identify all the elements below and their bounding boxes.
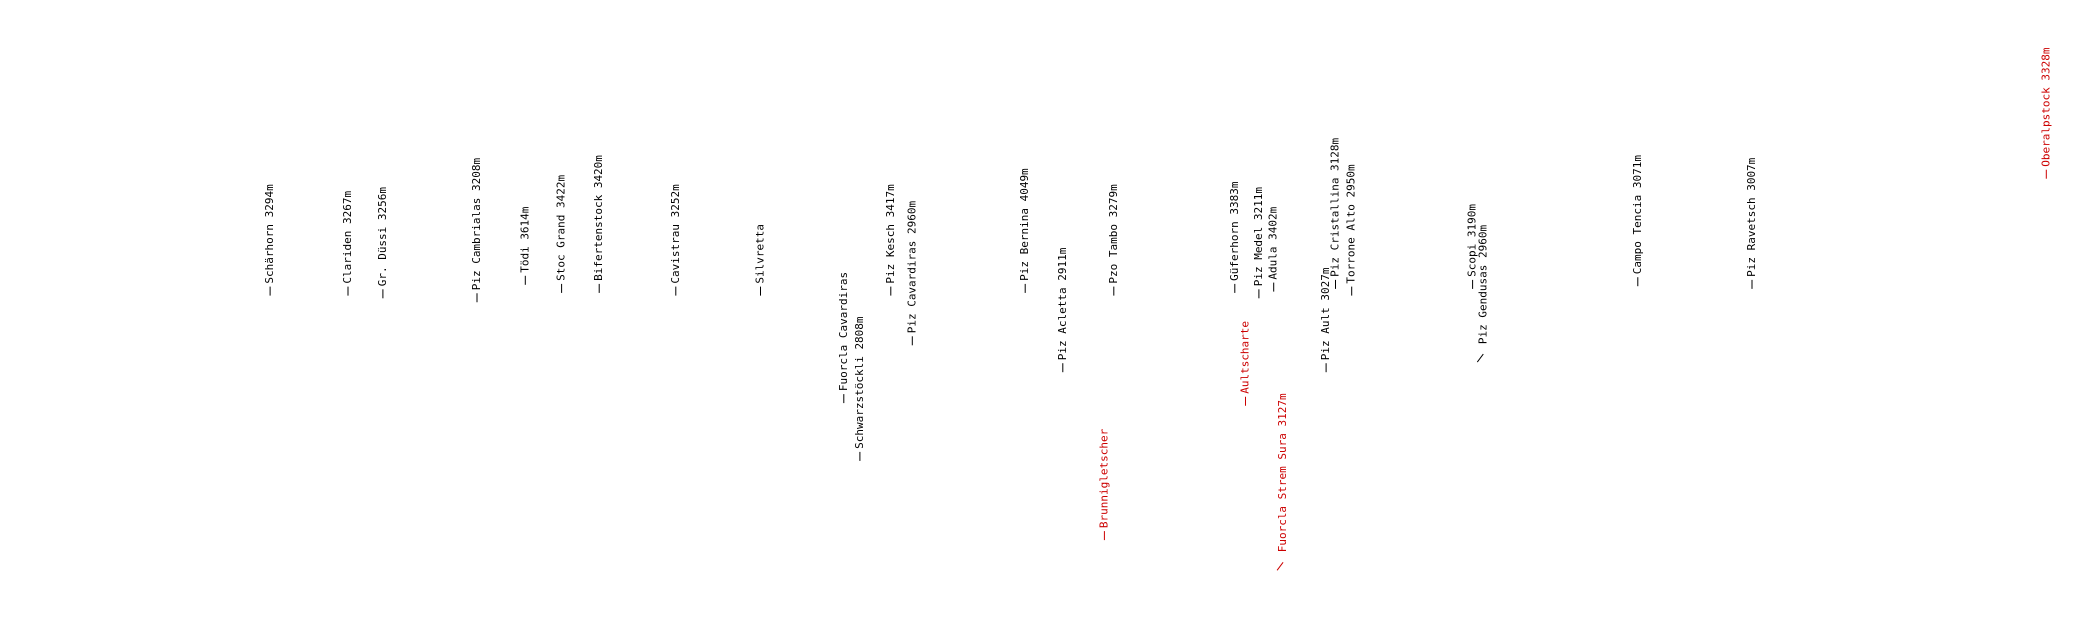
tick (1276, 561, 1284, 571)
label-text: Adula 3402m (1267, 206, 1280, 279)
label-text: Campo Tencia 3071m (1631, 155, 1644, 275)
label: Cavistrau 3252m (669, 184, 682, 296)
label: Piz Ault 3027m (1319, 267, 1332, 373)
label-text: Piz Medel 3211m (1252, 187, 1265, 287)
label-text: Scopi 3190m (1466, 204, 1479, 277)
label-text: Piz Cambrialas 3208m (470, 157, 483, 290)
label: Piz Ravetsch 3007m (1745, 157, 1758, 289)
label: Torrone Alto 2950m (1345, 164, 1358, 296)
label-text: Piz Kesch 3417m (884, 184, 897, 284)
label-text: Aultscharte (1239, 321, 1252, 394)
label-text: Piz Bernina 4049m (1018, 168, 1031, 281)
label-text: Piz Gendusas 2960m (1476, 225, 1489, 345)
label: Campo Tencia 3071m (1631, 155, 1644, 287)
label: Adula 3402m (1267, 206, 1280, 292)
label-text: Schwarzstöckli 2808m (853, 316, 866, 449)
label: Pzo Tambo 3279m (1107, 184, 1120, 296)
label-text: Piz Acletta 2911m (1056, 247, 1069, 360)
label: Brunnigletscher (1097, 428, 1110, 541)
label: Piz Acletta 2911m (1056, 247, 1069, 373)
label-text: Bifertenstock 3420m (592, 155, 605, 281)
label: Piz Cavardiras 2960m (905, 200, 918, 346)
label: Piz Medel 3211m (1252, 187, 1265, 299)
label: Schwarzstöckli 2808m (853, 316, 866, 461)
label-text: Clariden 3267m (341, 191, 354, 284)
label: Fuorcla Strem Sura 3127m (1276, 393, 1289, 571)
label-text: Piz Cavardiras 2960m (905, 200, 918, 333)
label: Schärhorn 3294m (263, 184, 276, 296)
label-text: Fuorcla Cavardiras (837, 272, 850, 391)
label-text: Silvretta (754, 224, 767, 284)
label: Bifertenstock 3420m (592, 155, 605, 293)
label: Piz Cambrialas 3208m (470, 157, 483, 303)
label: Piz Gendusas 2960m (1476, 225, 1489, 363)
label: Aultscharte (1239, 321, 1252, 406)
label-text: Stoc Grand 3422m (555, 175, 568, 281)
label: Scopi 3190m (1466, 204, 1479, 289)
label-text: Torrone Alto 2950m (1345, 164, 1358, 284)
label: Güferhorn 3383m (1228, 181, 1241, 293)
label-text: Cavistrau 3252m (669, 184, 682, 284)
label: Piz Bernina 4049m (1018, 168, 1031, 293)
label-text: Gr. Düssi 3256m (376, 187, 389, 287)
label-text: Tödi 3614m (518, 206, 531, 273)
label: Fuorcla Cavardiras (837, 272, 850, 404)
label-text: Piz Cristallina 3128m (1329, 137, 1342, 276)
label: Clariden 3267m (341, 191, 354, 296)
label-text: Fuorcla Strem Sura 3127m (1276, 393, 1289, 552)
label: Tödi 3614m (518, 206, 531, 285)
label-text: Pzo Tambo 3279m (1107, 184, 1120, 284)
label: Piz Kesch 3417m (884, 184, 897, 296)
label-text: Piz Ault 3027m (1319, 267, 1332, 360)
label: Stoc Grand 3422m (555, 175, 568, 293)
tick (1476, 353, 1484, 363)
label-text: Oberalpstock 3328m (2039, 47, 2052, 167)
label-text: Schärhorn 3294m (263, 184, 276, 284)
label: Gr. Düssi 3256m (376, 187, 389, 299)
label: Oberalpstock 3328m (2039, 47, 2052, 179)
label: Silvretta (754, 224, 767, 296)
label-text: Piz Ravetsch 3007m (1745, 157, 1758, 277)
label: Piz Cristallina 3128m (1329, 137, 1342, 289)
label-text: Brunnigletscher (1097, 428, 1110, 528)
label-text: Güferhorn 3383m (1228, 181, 1241, 281)
